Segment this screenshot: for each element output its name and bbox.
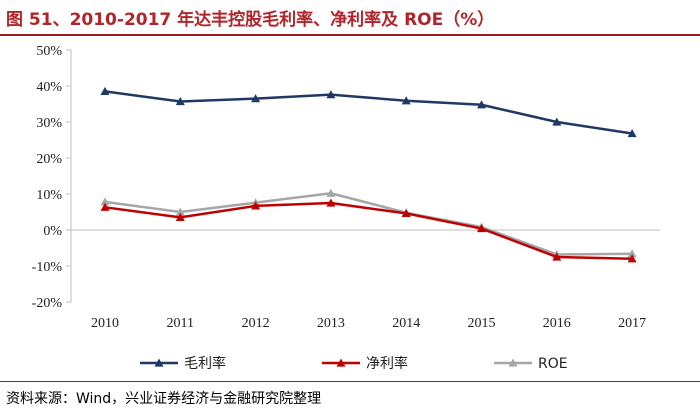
- x-tick-label: 2012: [242, 316, 270, 331]
- y-tick-label: 50%: [36, 44, 62, 59]
- legend: 毛利率 净利率 ROE: [140, 355, 568, 372]
- x-tick-label: 2016: [543, 316, 571, 331]
- source-note: 资料来源：Wind，兴业证券经济与金融研究院整理: [6, 391, 322, 407]
- source-bar: 资料来源：Wind，兴业证券经济与金融研究院整理: [0, 381, 700, 415]
- data-point: [251, 201, 261, 210]
- data-point: [175, 212, 185, 221]
- x-tick-label: 2014: [392, 316, 420, 331]
- data-point: [627, 254, 637, 263]
- chart-title: 图 51、2010-2017 年达丰控股毛利率、净利率及 ROE（%）: [6, 10, 495, 30]
- data-point: [477, 224, 486, 233]
- series-3: [100, 188, 637, 259]
- axes: -20% -10% 0% 10% 20% 30% 40% 50% 2010 2011 2012 201…: [32, 44, 660, 331]
- data-point: [627, 249, 637, 258]
- y-tick-label: 40%: [36, 80, 62, 95]
- series-1: [100, 86, 637, 138]
- series-line: [104, 90, 633, 135]
- y-tick-label: 0%: [43, 224, 62, 239]
- x-tick-label: 2010: [91, 316, 119, 331]
- data-point: [401, 208, 411, 218]
- line-chart: -20% -10% 0% 10% 20% 30% 40% 50% 2010 2011 2012 201…: [32, 44, 660, 372]
- series-layer: [100, 86, 637, 263]
- legend-item-3: ROE: [494, 356, 568, 372]
- data-point: [401, 96, 411, 105]
- data-point: [175, 96, 185, 106]
- data-point: [251, 94, 261, 103]
- data-point: [552, 117, 562, 126]
- legend-marker: [154, 358, 164, 367]
- y-tick-label: 30%: [36, 116, 62, 131]
- x-tick-label: 2017: [618, 316, 646, 331]
- y-tick-label: -20%: [32, 296, 63, 311]
- legend-label: 毛利率: [184, 355, 226, 372]
- data-point: [326, 188, 336, 197]
- y-tick-label: -10%: [32, 260, 63, 275]
- legend-item-1: 毛利率: [140, 355, 226, 372]
- legend-label: 净利率: [366, 355, 408, 372]
- y-tick-label: 20%: [36, 152, 62, 167]
- data-point: [552, 252, 562, 261]
- data-point: [627, 129, 637, 138]
- data-point: [100, 197, 110, 206]
- title-bar: 图 51、2010-2017 年达丰控股毛利率、净利率及 ROE（%）: [0, 0, 700, 36]
- legend-item-2: 净利率: [322, 355, 408, 372]
- x-tick-label: 2015: [468, 316, 496, 331]
- legend-marker: [336, 358, 346, 367]
- x-tick-label: 2013: [317, 316, 345, 331]
- series-line: [104, 201, 633, 261]
- series-2: [100, 198, 637, 263]
- legend-marker: [508, 358, 518, 367]
- data-point: [477, 100, 486, 109]
- data-point: [100, 202, 110, 211]
- data-point: [175, 207, 185, 216]
- data-point: [326, 198, 336, 207]
- x-tick-label: 2011: [167, 316, 194, 331]
- series-line: [104, 192, 633, 256]
- data-point: [326, 90, 336, 99]
- y-tick-label: 10%: [36, 188, 62, 203]
- data-point: [100, 86, 110, 95]
- legend-label: ROE: [538, 356, 568, 372]
